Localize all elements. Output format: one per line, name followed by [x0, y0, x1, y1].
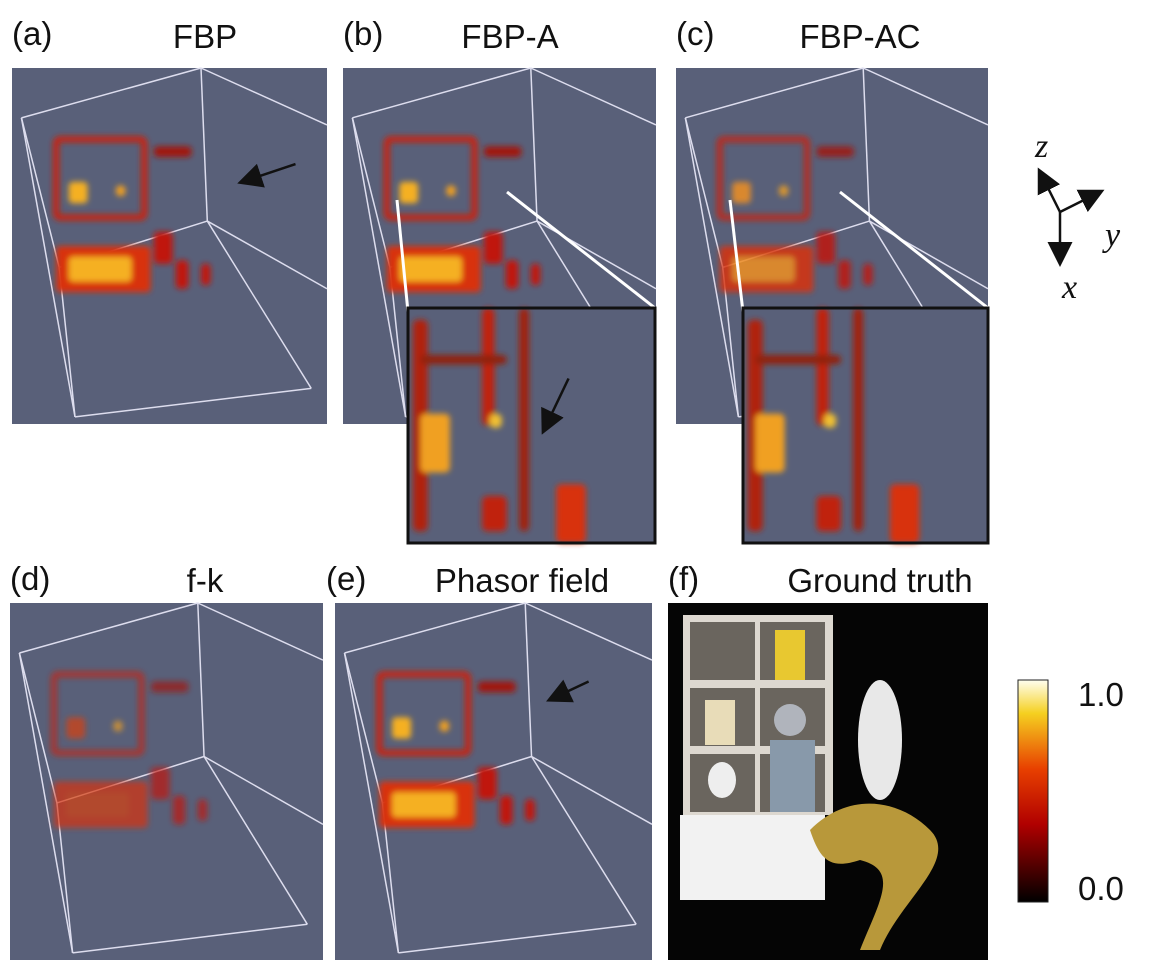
- blob: [69, 182, 88, 203]
- blob: [446, 185, 455, 196]
- blob: [113, 721, 122, 732]
- blob: [420, 355, 506, 364]
- axis-label: z: [1034, 128, 1048, 165]
- blob: [816, 232, 835, 264]
- blob: [201, 264, 210, 285]
- blob: [392, 717, 411, 738]
- panel-title: FBP-A: [461, 18, 558, 55]
- blob: [66, 792, 129, 817]
- volume-render: [335, 603, 652, 960]
- books: [770, 740, 815, 812]
- blob: [69, 257, 132, 282]
- shelf-cell: [690, 622, 755, 680]
- colorbar: [1018, 680, 1048, 902]
- blob: [531, 264, 540, 285]
- blob: [853, 308, 863, 531]
- blob: [816, 146, 853, 157]
- blob: [556, 484, 586, 543]
- globe: [774, 704, 806, 736]
- head: [708, 762, 736, 798]
- blob: [399, 182, 418, 203]
- chart-card: [680, 815, 825, 900]
- blob: [399, 257, 462, 282]
- blob: [500, 796, 513, 825]
- blob: [890, 484, 919, 543]
- blob: [863, 264, 872, 285]
- blob: [420, 414, 450, 473]
- yellow-item: [775, 630, 805, 680]
- blob: [506, 260, 519, 288]
- figure: (a) FBP (b) FBP-A (c) FBP-AC (d) f-k (e)…: [0, 0, 1163, 963]
- volume-render: [12, 68, 327, 424]
- panel-title: FBP-AC: [799, 18, 920, 55]
- blob: [198, 799, 207, 820]
- panel-title: FBP: [173, 18, 237, 55]
- panel-label: (a): [12, 15, 52, 52]
- blob: [154, 232, 173, 264]
- blob: [151, 682, 189, 693]
- panel-label: (e): [326, 560, 366, 597]
- blob: [755, 355, 841, 364]
- blob: [490, 414, 502, 428]
- panels: [10, 68, 988, 960]
- blob: [154, 146, 192, 157]
- blob: [392, 792, 455, 817]
- panel-label: (c): [676, 15, 714, 52]
- blob: [779, 185, 788, 196]
- blob: [484, 232, 503, 264]
- blob: [484, 146, 522, 157]
- panel-title: Phasor field: [435, 562, 609, 599]
- box: [705, 700, 735, 745]
- blob: [732, 257, 794, 282]
- blob: [440, 721, 450, 732]
- blob: [66, 717, 85, 738]
- blob: [478, 767, 497, 799]
- volume-render: [10, 603, 323, 960]
- blob: [838, 260, 850, 288]
- blob: [817, 496, 842, 531]
- blob: [176, 260, 189, 288]
- blob: [478, 682, 516, 693]
- axis-label: y: [1102, 217, 1121, 254]
- colorbar-min-label: 0.0: [1078, 870, 1124, 907]
- statue: [858, 680, 902, 800]
- blob: [173, 796, 186, 825]
- blob: [482, 496, 507, 531]
- blob: [482, 308, 494, 426]
- blob: [755, 414, 784, 473]
- blob: [817, 308, 829, 426]
- axis-triad: [1040, 172, 1100, 262]
- blob: [151, 767, 170, 799]
- panel-label: (b): [343, 15, 383, 52]
- panel-label: (f): [668, 560, 699, 597]
- blob: [519, 308, 529, 531]
- panel-title: f-k: [187, 562, 224, 599]
- blob: [732, 182, 751, 203]
- panel-title: Ground truth: [787, 562, 972, 599]
- blob: [525, 799, 535, 820]
- photo: [668, 603, 988, 960]
- colorbar-max-label: 1.0: [1078, 676, 1124, 713]
- panel-label: (d): [10, 560, 50, 597]
- blob: [824, 414, 836, 428]
- axis-label: x: [1061, 269, 1077, 306]
- blob: [116, 185, 125, 196]
